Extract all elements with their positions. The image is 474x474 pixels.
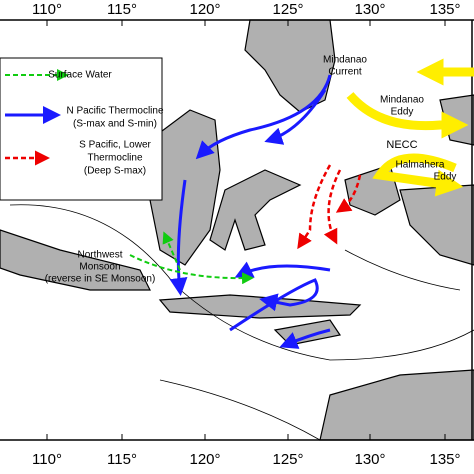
map-label: Mindanao — [380, 95, 424, 106]
frame — [0, 19, 474, 441]
legend-label: (S-max and S-min) — [73, 119, 157, 130]
longitude-label: 135° — [429, 1, 460, 18]
longitude-label: 110° — [32, 1, 62, 18]
currents — [129, 58, 474, 349]
longitude-label: 110° — [32, 451, 62, 468]
legend-label: N Pacific Thermocline — [66, 106, 164, 117]
map-label: (reverse in SE Monsoon) — [45, 274, 156, 285]
legend-text: Surface Water N Pacific Thermocline (S-max… — [48, 70, 164, 177]
legend-label: S Pacific, Lower — [79, 140, 151, 151]
map-label: Current — [328, 67, 362, 78]
longitude-label: 115° — [107, 451, 137, 468]
longitude-label: 125° — [272, 1, 303, 18]
longitude-label: 125° — [272, 451, 303, 468]
legend — [0, 57, 163, 201]
map-label: Eddy — [434, 172, 457, 183]
map-label: Northwest — [77, 250, 122, 261]
labels: MindanaoCurrentMindanaoEddyNECCHalmahera… — [45, 55, 457, 285]
map-label: Mindanao — [323, 55, 367, 66]
longitude-label: 120° — [189, 451, 220, 468]
legend-label: Thermocline — [87, 153, 142, 164]
map-label: Eddy — [391, 107, 414, 118]
legend-label: (Deep S-max) — [84, 166, 146, 177]
longitude-label: 115° — [107, 1, 137, 18]
longitude-label: 120° — [189, 1, 220, 18]
longitude-label: 130° — [354, 1, 385, 18]
map-label: Monsoon — [79, 262, 120, 273]
map-label: NECC — [386, 139, 417, 151]
longitude-labels: 110° 110° 115° 115° 120° 120° 125° 125° 130° 130°… — [32, 1, 460, 468]
legend-label: Surface Water — [48, 70, 112, 81]
longitude-label: 135° — [429, 451, 460, 468]
map-label: Halmahera — [396, 160, 445, 171]
longitude-label: 130° — [354, 451, 385, 468]
